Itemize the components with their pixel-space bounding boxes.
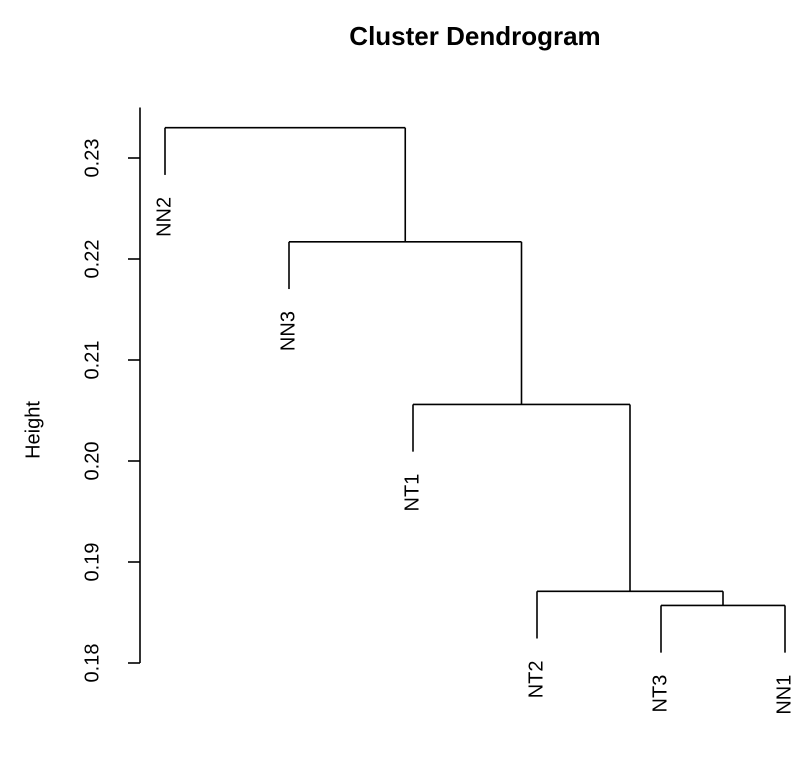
y-axis-label: Height [22,401,44,459]
leaf-label: NN2 [153,197,175,237]
leaf-label: NT1 [401,474,423,512]
chart-title: Cluster Dendrogram [349,21,600,51]
leaf-label: NT3 [649,675,671,713]
leaf-label: NN1 [773,675,795,715]
leaf-label: NT2 [525,661,547,699]
y-tick-label: 0.22 [81,240,103,279]
y-tick-label: 0.20 [81,442,103,481]
y-tick-label: 0.23 [81,139,103,178]
y-tick-label: 0.18 [81,644,103,683]
y-tick-label: 0.21 [81,341,103,380]
leaf-label: NN3 [277,311,299,351]
y-tick-label: 0.19 [81,543,103,582]
